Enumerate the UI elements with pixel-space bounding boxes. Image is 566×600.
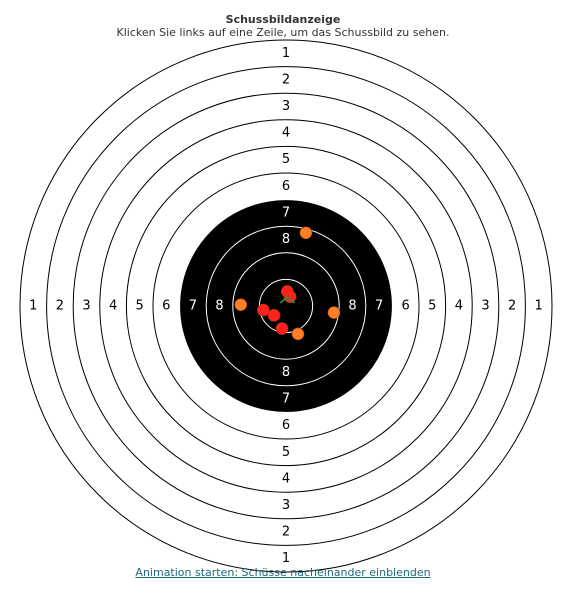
shot-marker-3 xyxy=(327,306,341,319)
ring-label-left-5: 5 xyxy=(136,299,144,314)
ring-label-left-1: 1 xyxy=(29,299,37,314)
ring-label-bottom-4: 4 xyxy=(282,471,290,486)
page-subtitle: Klicken Sie links auf eine Zeile, um das… xyxy=(116,26,450,39)
shot-marker-5 xyxy=(257,303,270,317)
shot-marker-9 xyxy=(283,290,297,304)
shot-marker-1 xyxy=(299,226,313,240)
ring-label-left-3: 3 xyxy=(82,299,90,314)
ring-label-bottom-3: 3 xyxy=(282,498,290,513)
ring-label-top-5: 5 xyxy=(282,152,290,167)
shot-marker-8 xyxy=(275,322,289,335)
shot-marker-2 xyxy=(234,298,248,312)
ring-label-top-3: 3 xyxy=(282,99,290,114)
ring-label-right-8: 8 xyxy=(348,299,356,314)
ring-label-right-4: 4 xyxy=(455,299,463,314)
ring-label-top-6: 6 xyxy=(282,179,290,194)
ring-label-right-3: 3 xyxy=(481,299,489,314)
ring-label-right-1: 1 xyxy=(535,299,543,314)
ring-label-bottom-5: 5 xyxy=(282,445,290,460)
ring-label-bottom-8: 8 xyxy=(282,365,290,380)
page-title: Schussbildanzeige xyxy=(225,13,341,26)
ring-label-left-4: 4 xyxy=(109,299,117,314)
ring-7 xyxy=(179,199,393,413)
ring-label-bottom-1: 1 xyxy=(282,551,290,566)
ring-8 xyxy=(205,225,367,387)
ring-label-top-8: 8 xyxy=(282,232,290,247)
ring-label-top-1: 1 xyxy=(282,46,290,61)
ring-label-right-2: 2 xyxy=(508,299,516,314)
start-animation-link[interactable]: Animation starten: Schüsse nacheinander … xyxy=(135,566,431,579)
ring-label-right-5: 5 xyxy=(428,299,436,314)
ring-label-top-2: 2 xyxy=(282,72,290,87)
ring-label-bottom-2: 2 xyxy=(282,525,290,540)
last-shot-marker xyxy=(279,295,295,304)
ring-label-bottom-6: 6 xyxy=(282,418,290,433)
ring-label-left-7: 7 xyxy=(189,299,197,314)
ring-9 xyxy=(232,252,340,360)
ring-label-left-2: 2 xyxy=(56,299,64,314)
ring-label-bottom-7: 7 xyxy=(282,392,290,407)
ring-label-top-7: 7 xyxy=(282,205,290,220)
ring-label-left-8: 8 xyxy=(215,299,223,314)
ring-label-right-6: 6 xyxy=(402,299,410,314)
shot-marker-4 xyxy=(291,327,305,341)
ring-label-left-6: 6 xyxy=(162,299,170,314)
shot-marker-7 xyxy=(267,308,281,322)
ring-label-right-7: 7 xyxy=(375,299,383,314)
ring-label-top-4: 4 xyxy=(282,126,290,141)
